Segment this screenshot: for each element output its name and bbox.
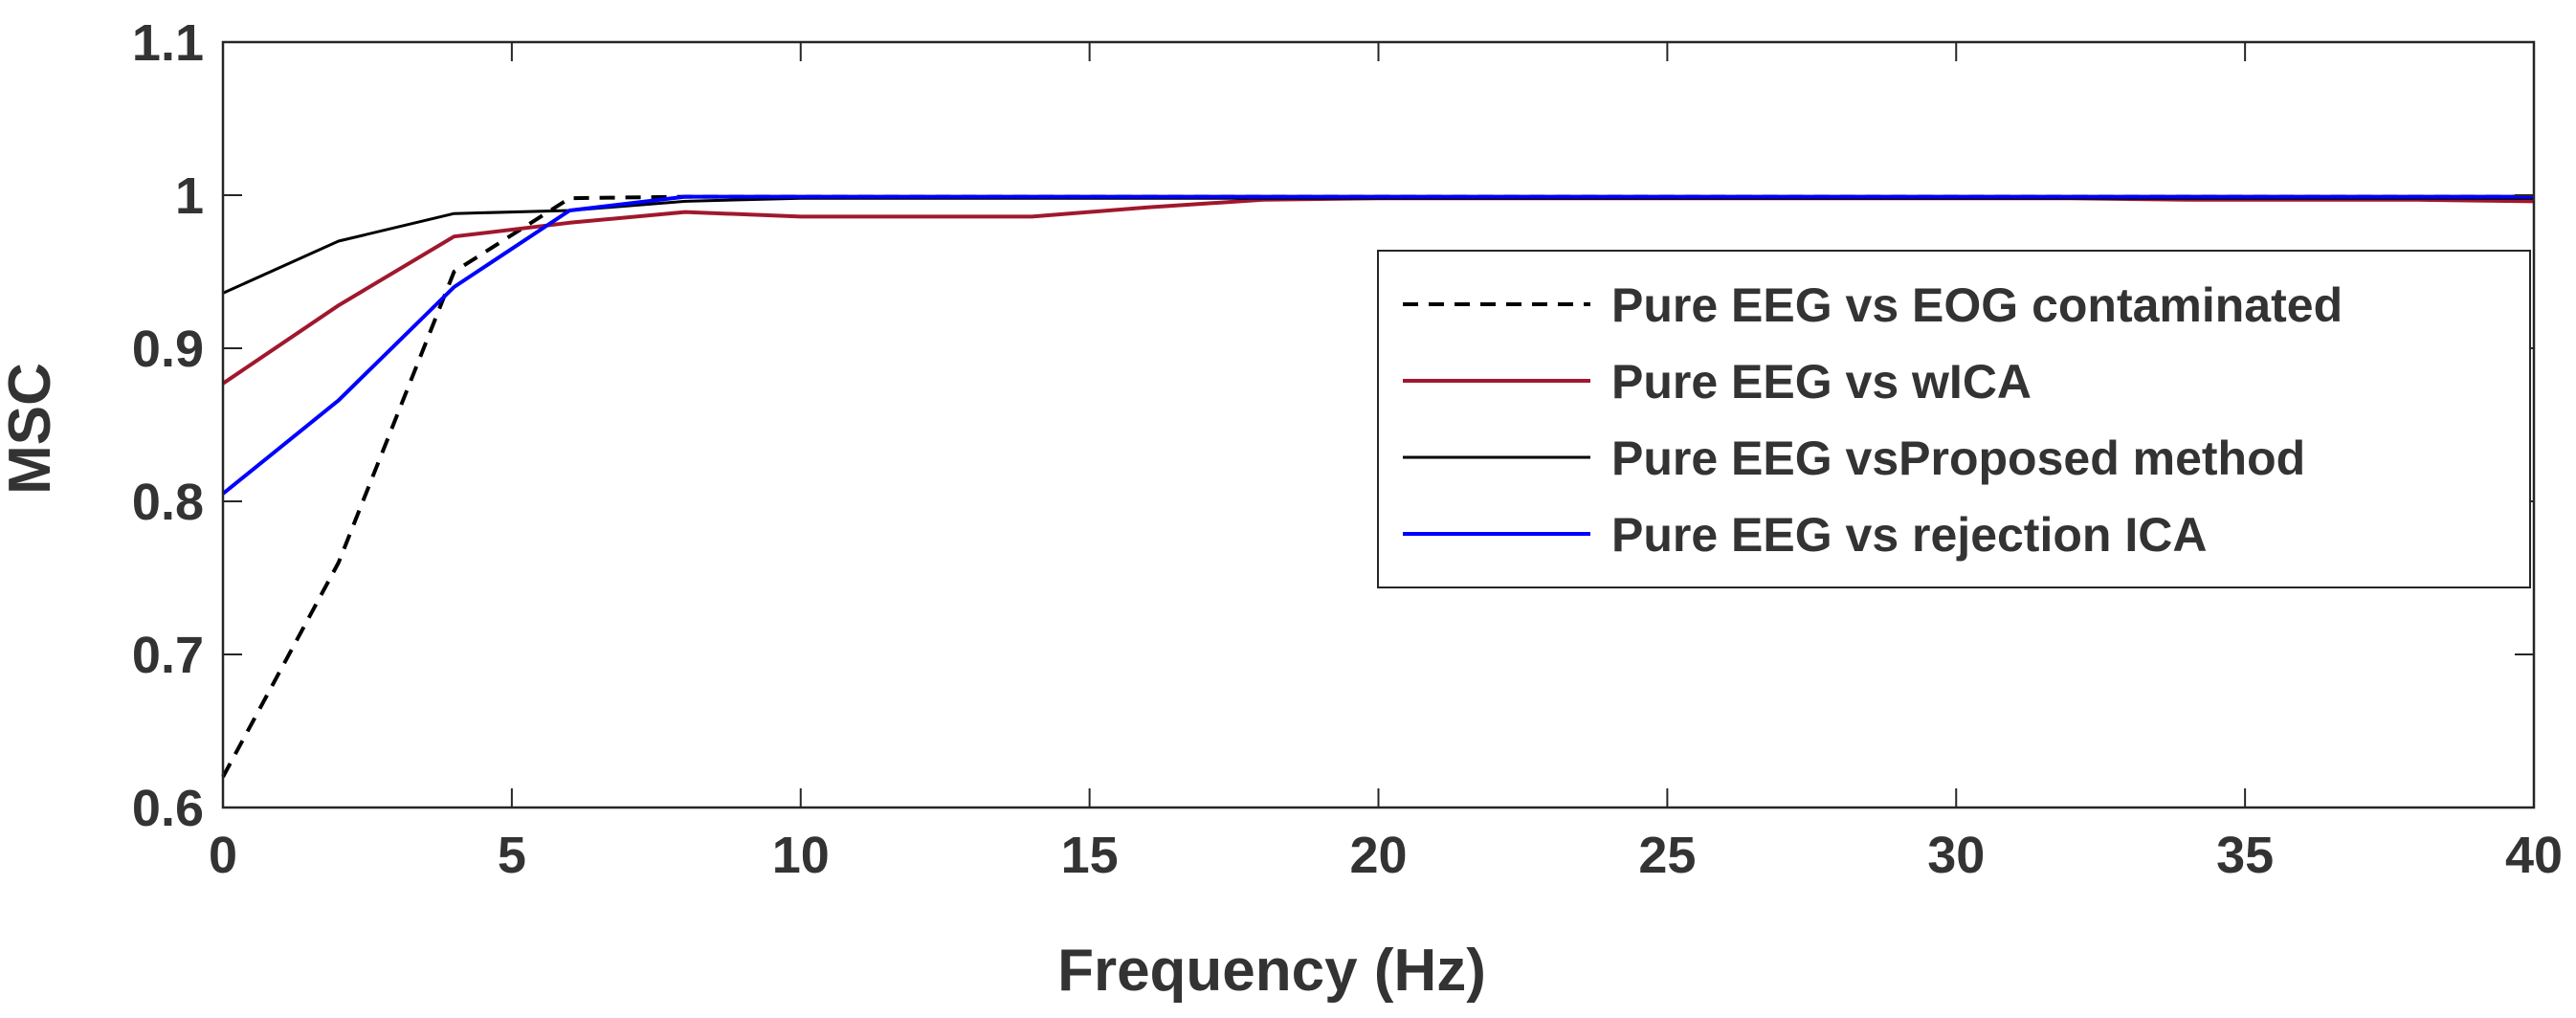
x-axis-label: Frequency (Hz) bbox=[1057, 938, 1486, 1004]
x-tick-label: 15 bbox=[1061, 827, 1119, 884]
legend-box bbox=[1377, 250, 2531, 588]
y-tick-label: 0.8 bbox=[132, 474, 204, 531]
y-tick-label: 1 bbox=[175, 167, 204, 225]
x-tick-label: 0 bbox=[209, 827, 237, 884]
x-tick-label: 30 bbox=[1927, 827, 1985, 884]
x-tick-label: 40 bbox=[2505, 827, 2563, 884]
legend-label-rejection: Pure EEG vs rejection ICA bbox=[1611, 508, 2207, 562]
x-tick-label: 5 bbox=[498, 827, 526, 884]
legend-label-proposed: Pure EEG vsProposed method bbox=[1611, 432, 2305, 485]
legend-label-contaminated: Pure EEG vs EOG contaminated bbox=[1611, 278, 2343, 332]
x-tick-label: 10 bbox=[772, 827, 830, 884]
series-lines bbox=[221, 194, 2535, 778]
y-tick-label: 0.6 bbox=[132, 780, 204, 837]
y-tick-label: 0.7 bbox=[132, 627, 204, 684]
x-tick-label: 20 bbox=[1349, 827, 1407, 884]
legend: Pure EEG vs EOG contaminated Pure EEG vs … bbox=[1377, 250, 2531, 588]
y-axis-label: MSC bbox=[0, 363, 63, 495]
x-tick-label: 25 bbox=[1638, 827, 1696, 884]
series-line-rejection bbox=[221, 194, 2534, 496]
plot-border bbox=[221, 40, 2536, 809]
y-tick-label: 0.9 bbox=[132, 321, 204, 378]
y-tick-label: 1.1 bbox=[132, 14, 204, 72]
legend-label-wica: Pure EEG vs wICA bbox=[1611, 355, 2032, 409]
x-tick-label: 35 bbox=[2216, 827, 2274, 884]
